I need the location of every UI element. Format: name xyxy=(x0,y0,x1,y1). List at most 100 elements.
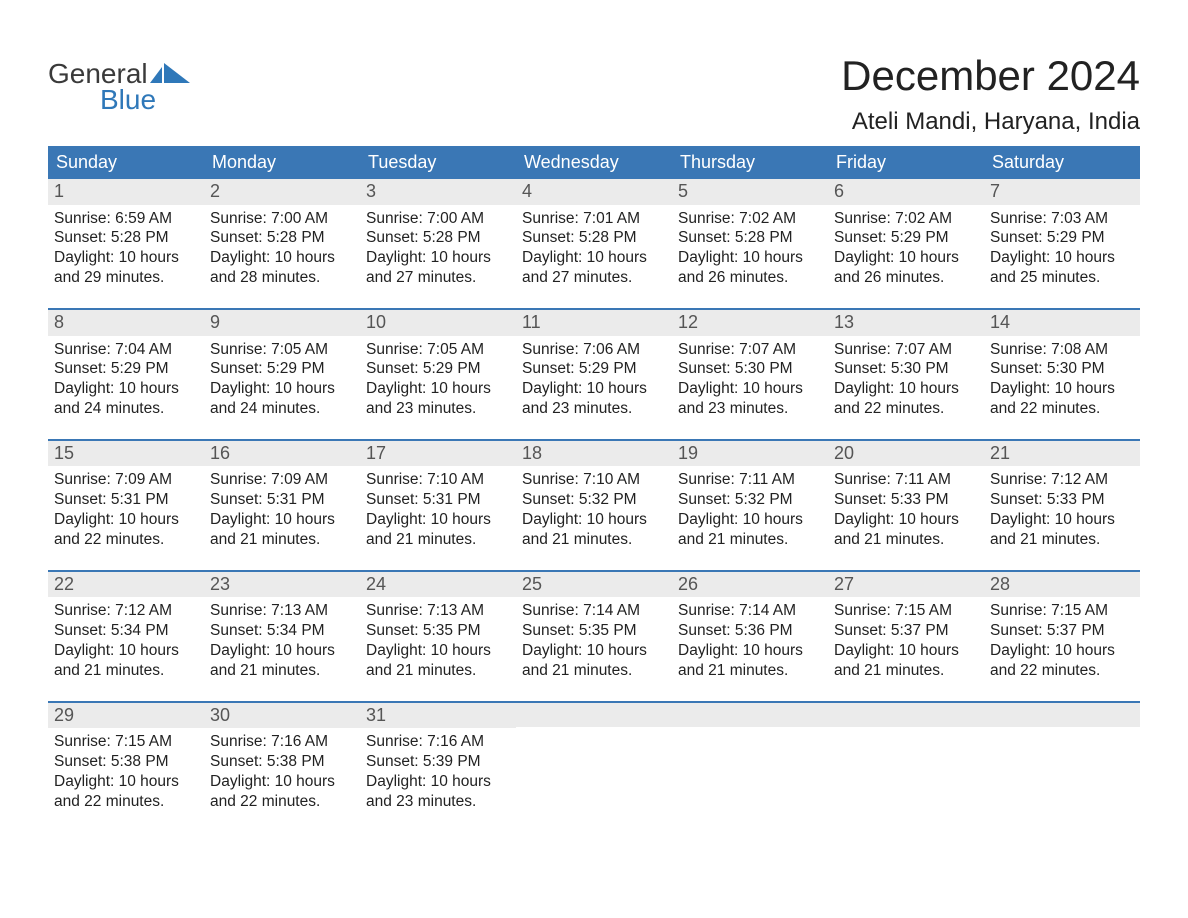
sunset-line: Sunset: 5:36 PM xyxy=(678,621,822,641)
day-number: 27 xyxy=(828,572,984,598)
sunrise-line: Sunrise: 7:10 AM xyxy=(366,470,510,490)
daylight-line: Daylight: 10 hours and 28 minutes. xyxy=(210,248,354,288)
sunset-line: Sunset: 5:38 PM xyxy=(54,752,198,772)
day-cell: 28Sunrise: 7:15 AMSunset: 5:37 PMDayligh… xyxy=(984,572,1140,685)
sunrise-line: Sunrise: 7:09 AM xyxy=(210,470,354,490)
day-cell: 27Sunrise: 7:15 AMSunset: 5:37 PMDayligh… xyxy=(828,572,984,685)
day-body: Sunrise: 7:13 AMSunset: 5:34 PMDaylight:… xyxy=(204,597,360,684)
sunset-line: Sunset: 5:39 PM xyxy=(366,752,510,772)
sunset-line: Sunset: 5:28 PM xyxy=(366,228,510,248)
day-cell: 25Sunrise: 7:14 AMSunset: 5:35 PMDayligh… xyxy=(516,572,672,685)
day-cell: 4Sunrise: 7:01 AMSunset: 5:28 PMDaylight… xyxy=(516,179,672,292)
sunset-line: Sunset: 5:34 PM xyxy=(54,621,198,641)
day-cell: 23Sunrise: 7:13 AMSunset: 5:34 PMDayligh… xyxy=(204,572,360,685)
sunrise-line: Sunrise: 7:13 AM xyxy=(210,601,354,621)
weekday-friday: Friday xyxy=(828,146,984,179)
day-number xyxy=(672,703,828,727)
day-number: 7 xyxy=(984,179,1140,205)
daylight-line: Daylight: 10 hours and 23 minutes. xyxy=(678,379,822,419)
day-cell xyxy=(828,703,984,816)
day-number: 12 xyxy=(672,310,828,336)
sunset-line: Sunset: 5:32 PM xyxy=(522,490,666,510)
location: Ateli Mandi, Haryana, India xyxy=(841,108,1140,136)
day-number: 30 xyxy=(204,703,360,729)
day-cell: 30Sunrise: 7:16 AMSunset: 5:38 PMDayligh… xyxy=(204,703,360,816)
daylight-line: Daylight: 10 hours and 21 minutes. xyxy=(834,510,978,550)
day-cell: 26Sunrise: 7:14 AMSunset: 5:36 PMDayligh… xyxy=(672,572,828,685)
sunrise-line: Sunrise: 7:10 AM xyxy=(522,470,666,490)
day-number: 17 xyxy=(360,441,516,467)
logo: General Blue xyxy=(48,40,190,116)
day-cell: 24Sunrise: 7:13 AMSunset: 5:35 PMDayligh… xyxy=(360,572,516,685)
week-row: 8Sunrise: 7:04 AMSunset: 5:29 PMDaylight… xyxy=(48,308,1140,423)
day-body: Sunrise: 7:00 AMSunset: 5:28 PMDaylight:… xyxy=(360,205,516,292)
day-cell: 20Sunrise: 7:11 AMSunset: 5:33 PMDayligh… xyxy=(828,441,984,554)
day-number: 18 xyxy=(516,441,672,467)
sunset-line: Sunset: 5:33 PM xyxy=(990,490,1134,510)
daylight-line: Daylight: 10 hours and 21 minutes. xyxy=(834,641,978,681)
calendar: SundayMondayTuesdayWednesdayThursdayFrid… xyxy=(48,146,1140,816)
day-number: 20 xyxy=(828,441,984,467)
day-number: 15 xyxy=(48,441,204,467)
day-number xyxy=(828,703,984,727)
sunrise-line: Sunrise: 7:14 AM xyxy=(678,601,822,621)
sunrise-line: Sunrise: 7:07 AM xyxy=(678,340,822,360)
daylight-line: Daylight: 10 hours and 22 minutes. xyxy=(990,379,1134,419)
sunset-line: Sunset: 5:30 PM xyxy=(834,359,978,379)
sunset-line: Sunset: 5:33 PM xyxy=(834,490,978,510)
sunrise-line: Sunrise: 7:03 AM xyxy=(990,209,1134,229)
day-body: Sunrise: 7:09 AMSunset: 5:31 PMDaylight:… xyxy=(204,466,360,553)
day-body: Sunrise: 7:15 AMSunset: 5:37 PMDaylight:… xyxy=(984,597,1140,684)
day-body: Sunrise: 7:09 AMSunset: 5:31 PMDaylight:… xyxy=(48,466,204,553)
day-number xyxy=(984,703,1140,727)
calendar-page: General Blue December 2024 Ateli Mandi, … xyxy=(0,0,1188,856)
day-cell: 10Sunrise: 7:05 AMSunset: 5:29 PMDayligh… xyxy=(360,310,516,423)
day-body: Sunrise: 7:14 AMSunset: 5:36 PMDaylight:… xyxy=(672,597,828,684)
day-number: 21 xyxy=(984,441,1140,467)
sunrise-line: Sunrise: 6:59 AM xyxy=(54,209,198,229)
day-body: Sunrise: 7:05 AMSunset: 5:29 PMDaylight:… xyxy=(204,336,360,423)
day-body: Sunrise: 7:12 AMSunset: 5:34 PMDaylight:… xyxy=(48,597,204,684)
daylight-line: Daylight: 10 hours and 22 minutes. xyxy=(990,641,1134,681)
sunrise-line: Sunrise: 7:02 AM xyxy=(834,209,978,229)
sunset-line: Sunset: 5:38 PM xyxy=(210,752,354,772)
title-block: December 2024 Ateli Mandi, Haryana, Indi… xyxy=(841,40,1140,136)
daylight-line: Daylight: 10 hours and 23 minutes. xyxy=(522,379,666,419)
day-body: Sunrise: 7:01 AMSunset: 5:28 PMDaylight:… xyxy=(516,205,672,292)
daylight-line: Daylight: 10 hours and 22 minutes. xyxy=(54,772,198,812)
daylight-line: Daylight: 10 hours and 27 minutes. xyxy=(522,248,666,288)
day-body: Sunrise: 7:12 AMSunset: 5:33 PMDaylight:… xyxy=(984,466,1140,553)
day-number: 6 xyxy=(828,179,984,205)
sunset-line: Sunset: 5:29 PM xyxy=(54,359,198,379)
sunrise-line: Sunrise: 7:13 AM xyxy=(366,601,510,621)
daylight-line: Daylight: 10 hours and 26 minutes. xyxy=(678,248,822,288)
weekday-wednesday: Wednesday xyxy=(516,146,672,179)
daylight-line: Daylight: 10 hours and 29 minutes. xyxy=(54,248,198,288)
day-number: 29 xyxy=(48,703,204,729)
day-body: Sunrise: 7:14 AMSunset: 5:35 PMDaylight:… xyxy=(516,597,672,684)
day-cell: 13Sunrise: 7:07 AMSunset: 5:30 PMDayligh… xyxy=(828,310,984,423)
day-number: 3 xyxy=(360,179,516,205)
sunrise-line: Sunrise: 7:15 AM xyxy=(990,601,1134,621)
day-body: Sunrise: 7:08 AMSunset: 5:30 PMDaylight:… xyxy=(984,336,1140,423)
sunrise-line: Sunrise: 7:11 AM xyxy=(678,470,822,490)
sunset-line: Sunset: 5:28 PM xyxy=(210,228,354,248)
week-row: 1Sunrise: 6:59 AMSunset: 5:28 PMDaylight… xyxy=(48,179,1140,292)
daylight-line: Daylight: 10 hours and 21 minutes. xyxy=(522,641,666,681)
sunrise-line: Sunrise: 7:07 AM xyxy=(834,340,978,360)
daylight-line: Daylight: 10 hours and 21 minutes. xyxy=(210,641,354,681)
day-cell: 5Sunrise: 7:02 AMSunset: 5:28 PMDaylight… xyxy=(672,179,828,292)
day-cell: 2Sunrise: 7:00 AMSunset: 5:28 PMDaylight… xyxy=(204,179,360,292)
sunset-line: Sunset: 5:31 PM xyxy=(210,490,354,510)
sunset-line: Sunset: 5:29 PM xyxy=(522,359,666,379)
sunrise-line: Sunrise: 7:08 AM xyxy=(990,340,1134,360)
day-body: Sunrise: 7:11 AMSunset: 5:32 PMDaylight:… xyxy=(672,466,828,553)
day-cell: 31Sunrise: 7:16 AMSunset: 5:39 PMDayligh… xyxy=(360,703,516,816)
daylight-line: Daylight: 10 hours and 22 minutes. xyxy=(834,379,978,419)
day-body: Sunrise: 7:15 AMSunset: 5:38 PMDaylight:… xyxy=(48,728,204,815)
sunset-line: Sunset: 5:35 PM xyxy=(366,621,510,641)
day-number: 28 xyxy=(984,572,1140,598)
daylight-line: Daylight: 10 hours and 21 minutes. xyxy=(678,641,822,681)
day-number: 11 xyxy=(516,310,672,336)
day-number: 5 xyxy=(672,179,828,205)
